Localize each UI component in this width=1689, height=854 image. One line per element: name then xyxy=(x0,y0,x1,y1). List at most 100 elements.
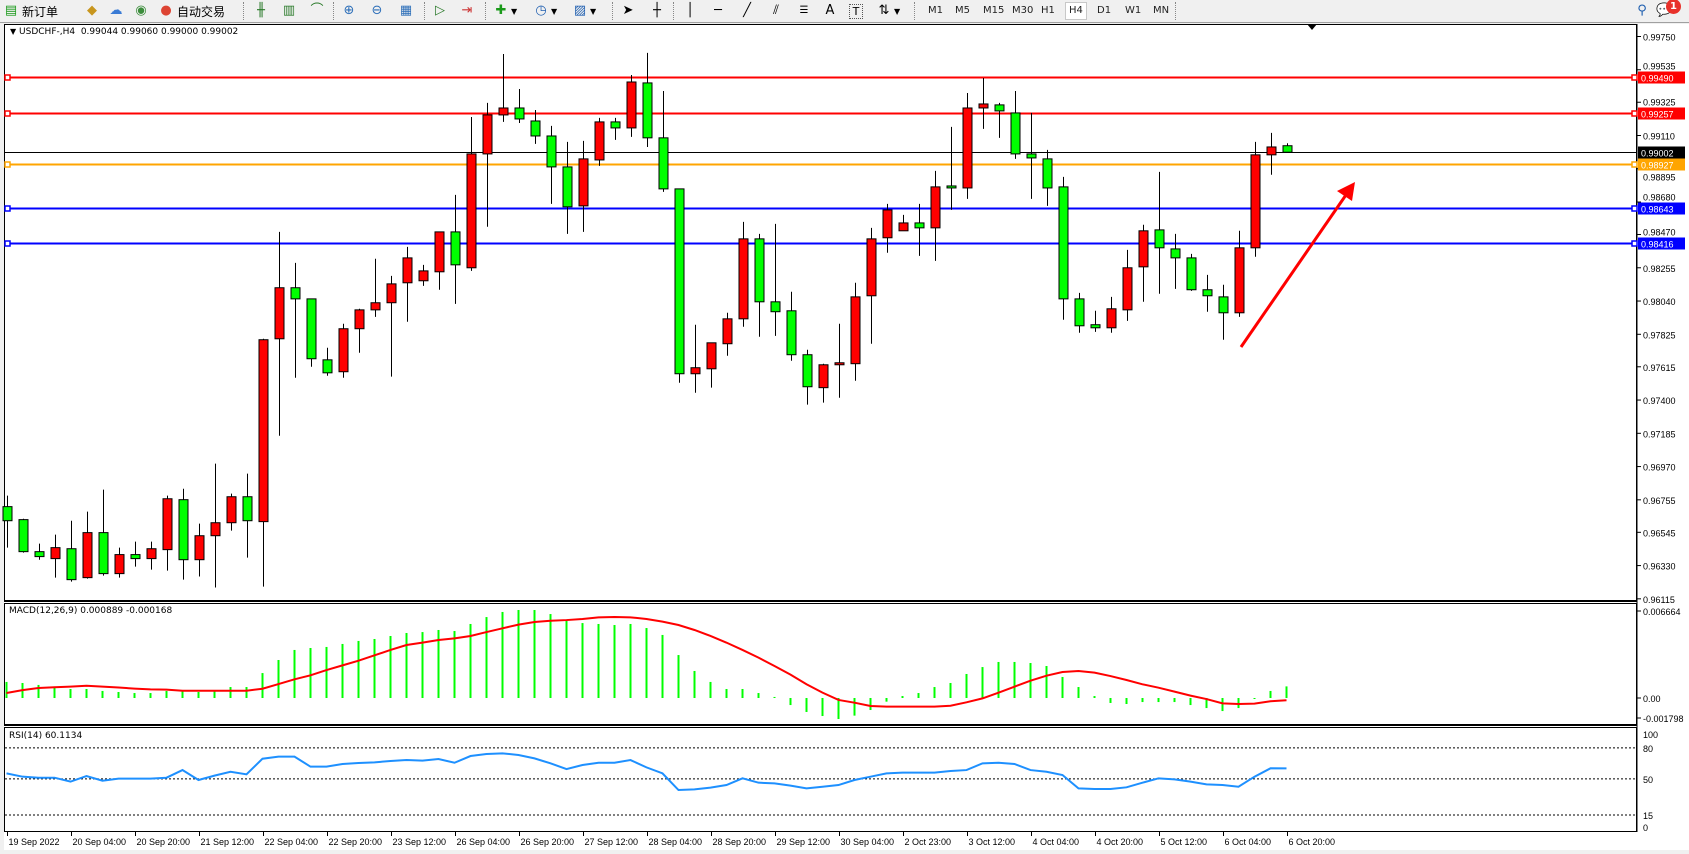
tile-windows-button[interactable]: ▦ xyxy=(398,2,414,20)
metaeditor-button[interactable]: ◆ xyxy=(84,2,100,20)
line-handle-icon[interactable] xyxy=(1631,74,1638,81)
arrows-icon: ⇅ xyxy=(878,3,890,18)
candle xyxy=(1202,274,1213,312)
candle xyxy=(258,338,269,587)
bull-candle-body xyxy=(338,328,349,373)
timeframe-m30[interactable]: M30 xyxy=(1012,5,1034,16)
macd-histogram-bar xyxy=(1173,698,1176,703)
candle xyxy=(242,473,253,558)
text-label-button[interactable]: T xyxy=(849,2,863,20)
line-handle-icon[interactable] xyxy=(1631,161,1638,168)
chart-shift-marker-icon[interactable] xyxy=(1307,24,1317,30)
zoom-in-button[interactable]: ⊕ xyxy=(341,2,357,20)
cursor-button[interactable]: ➤ xyxy=(620,2,636,20)
macd-histogram-bar xyxy=(405,632,408,698)
vertical-line-button[interactable]: │ xyxy=(682,2,698,20)
timeframe-mn[interactable]: MN xyxy=(1153,5,1170,16)
macd-histogram-bar xyxy=(1141,698,1144,703)
time-label: 5 Oct 12:00 xyxy=(1161,837,1208,847)
rsi-axis-label: 50 xyxy=(1643,775,1653,785)
timeframe-m1[interactable]: M1 xyxy=(928,5,943,16)
trend-arrow[interactable] xyxy=(1239,182,1355,348)
new-order-button[interactable]: ▤ 新订单 xyxy=(3,2,58,20)
search-icon: ⚲ xyxy=(1637,3,1647,18)
bar-chart-button[interactable]: ╫ xyxy=(253,2,269,20)
bull-candle-body xyxy=(834,362,845,366)
text-button[interactable]: A xyxy=(822,2,838,20)
macd-histogram-bar xyxy=(293,649,296,698)
horizontal-line-button[interactable]: ─ xyxy=(710,2,726,20)
bull-candle-body xyxy=(370,302,381,311)
candle xyxy=(1090,310,1101,332)
timeframe-m5[interactable]: M5 xyxy=(955,5,970,16)
time-label: 21 Sep 12:00 xyxy=(201,837,255,847)
trendline-button[interactable]: ╱ xyxy=(739,2,755,20)
candle xyxy=(434,231,445,290)
market-button[interactable]: ☁ xyxy=(108,2,124,20)
candle xyxy=(882,203,893,253)
timeframe-h1[interactable]: H1 xyxy=(1041,5,1055,16)
bear-candle-body xyxy=(786,310,797,356)
bear-candle-body xyxy=(242,496,253,522)
line-handle-icon[interactable] xyxy=(4,240,11,247)
signals-button[interactable]: ◉ xyxy=(133,2,149,20)
bear-candle-body xyxy=(530,120,541,137)
price-label-box xyxy=(1638,158,1685,171)
indicators-button[interactable]: ✚ ▼ xyxy=(493,2,518,20)
auto-trading-button[interactable]: ● 自动交易 xyxy=(158,2,225,20)
line-handle-icon[interactable] xyxy=(1631,110,1638,117)
bull-candle-body xyxy=(706,342,717,370)
timeframe-w1[interactable]: W1 xyxy=(1125,5,1142,16)
collapse-triangle-icon[interactable]: ▼ xyxy=(10,27,17,36)
candle xyxy=(690,324,701,393)
time-label: 3 Oct 12:00 xyxy=(969,837,1016,847)
chevron-down-icon: ▼ xyxy=(894,6,901,16)
candlestick-button[interactable]: ▥ xyxy=(281,2,297,20)
candle xyxy=(98,489,109,576)
toolbar: ▤ 新订单 ◆ ☁ ◉ ● 自动交易 ╫ ▥ ⌒ ⊕ ⊖ ▦ ▷ ⇥ ✚ ▼ ◷ ▼… xyxy=(0,0,1689,23)
macd-histogram-bar xyxy=(245,687,248,698)
line-handle-icon[interactable] xyxy=(1631,205,1638,212)
zoom-out-button[interactable]: ⊖ xyxy=(369,2,385,20)
bull-candle-body xyxy=(850,296,861,365)
line-handle-icon[interactable] xyxy=(4,205,11,212)
bull-candle-body xyxy=(722,318,733,345)
macd-histogram-bar xyxy=(773,696,776,698)
bear-candle-body xyxy=(18,519,29,553)
macd-histogram-bar xyxy=(421,632,424,698)
line-handle-icon[interactable] xyxy=(4,110,11,117)
line-handle-icon[interactable] xyxy=(1631,240,1638,247)
equidistant-channel-button[interactable]: ⫽ xyxy=(768,2,784,20)
macd-histogram-bar xyxy=(149,693,152,698)
fibonacci-button[interactable]: ☰ xyxy=(796,2,812,20)
timeframe-m15[interactable]: M15 xyxy=(983,5,1005,16)
macd-histogram-bar xyxy=(357,640,360,698)
candle xyxy=(290,262,301,378)
arrow-line[interactable] xyxy=(1239,191,1350,348)
candle xyxy=(770,223,781,336)
price-tick-label: 0.98040 xyxy=(1643,297,1676,307)
autoscroll-button[interactable]: ▷ xyxy=(432,2,448,20)
candle xyxy=(1250,141,1261,257)
candle xyxy=(802,349,813,405)
bull-candle-body xyxy=(738,238,749,320)
periods-button[interactable]: ◷ ▼ xyxy=(533,2,557,20)
crosshair-button[interactable]: ┼ xyxy=(649,2,665,20)
line-handle-icon[interactable] xyxy=(4,161,11,168)
macd-histogram-bar xyxy=(197,691,200,698)
chart-shift-button[interactable]: ⇥ xyxy=(459,2,475,20)
arrows-button[interactable]: ⇅ ▼ xyxy=(876,2,901,20)
candle xyxy=(722,312,733,356)
timeframe-d1[interactable]: D1 xyxy=(1097,5,1112,16)
chart-background xyxy=(4,24,1689,850)
trendline-icon: ╱ xyxy=(743,3,751,18)
time-label: 20 Sep 20:00 xyxy=(137,837,191,847)
line-handle-icon[interactable] xyxy=(4,74,11,81)
candle xyxy=(1282,143,1293,153)
templates-button[interactable]: ▨ ▼ xyxy=(572,2,596,20)
timeframe-h4[interactable]: H4 xyxy=(1065,2,1087,20)
bear-candle-body xyxy=(1010,112,1021,155)
search-button[interactable]: ⚲ xyxy=(1634,2,1650,20)
line-chart-button[interactable]: ⌒ xyxy=(309,2,325,20)
